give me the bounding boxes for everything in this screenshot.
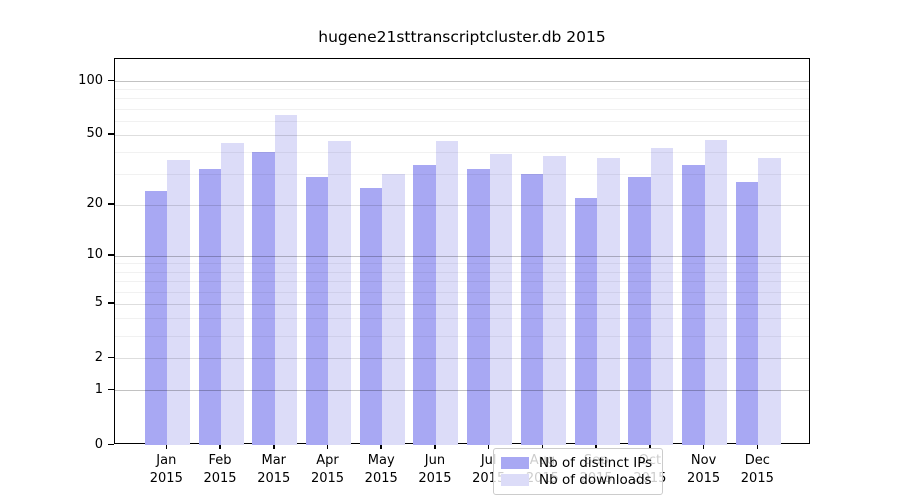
bar-jul-downloads: [489, 154, 513, 445]
y-tick-5: [108, 302, 114, 304]
y-tick-label-1: 1: [94, 381, 103, 397]
gridline-50: [115, 134, 809, 136]
x-tick-label-feb: Feb 2015: [203, 453, 237, 486]
x-tick-dec: [756, 444, 759, 449]
gridline-80: [115, 98, 809, 100]
bar-oct-downloads: [650, 148, 674, 445]
bar-apr-distinct-ips: [305, 176, 329, 445]
x-tick-oct: [649, 444, 651, 449]
y-tick-label-2: 2: [94, 349, 103, 365]
x-tick-sep: [595, 444, 597, 449]
gridline-2: [115, 358, 809, 360]
bar-sep-distinct-ips: [574, 197, 598, 445]
bar-jun-downloads: [435, 141, 459, 445]
y-tick-label-0: 0: [94, 436, 103, 452]
gridline-40: [115, 152, 809, 154]
gridline-8: [115, 271, 809, 273]
gridline-1: [115, 390, 809, 392]
x-tick-label-nov: Nov 2015: [687, 453, 721, 486]
gridline-60: [115, 120, 809, 122]
bar-nov-distinct-ips: [682, 164, 705, 445]
gridline-6: [115, 291, 809, 293]
x-tick-jul: [487, 444, 490, 449]
y-tick-20: [108, 203, 114, 205]
bar-feb-distinct-ips: [198, 169, 222, 445]
y-tick-label-100: 100: [78, 72, 103, 88]
legend-label-distinct-ips: Nb of distinct IPs: [539, 454, 653, 471]
gridline-10: [115, 255, 809, 257]
gridline-9: [115, 263, 809, 265]
x-tick-jan: [165, 444, 168, 449]
x-tick-mar: [273, 444, 275, 449]
legend-item-downloads: Nb of downloads: [501, 471, 652, 488]
gridline-5: [115, 303, 809, 305]
gridline-20: [115, 204, 809, 206]
bar-jan-distinct-ips: [144, 191, 168, 445]
gridline-7: [115, 280, 809, 282]
gridline-100: [115, 81, 809, 82]
bar-aug-downloads: [543, 156, 566, 445]
y-tick-1: [108, 388, 114, 391]
x-tick-label-jan: Jan 2015: [149, 453, 183, 486]
bar-may-distinct-ips: [359, 188, 383, 445]
legend-swatch-distinct-ips: [501, 456, 529, 469]
bar-oct-distinct-ips: [628, 176, 651, 445]
bar-jun-distinct-ips: [413, 164, 436, 445]
bar-jul-distinct-ips: [467, 169, 490, 445]
bar-feb-downloads: [221, 143, 244, 445]
x-tick-may: [380, 444, 382, 449]
y-tick-label-5: 5: [94, 295, 103, 311]
gridline-90: [115, 89, 809, 91]
x-tick-jun: [434, 444, 436, 449]
y-tick-2: [108, 356, 114, 359]
x-tick-label-jun: Jun 2015: [418, 453, 452, 486]
bar-apr-downloads: [328, 141, 351, 445]
x-tick-apr: [326, 444, 329, 449]
y-tick-10: [108, 254, 114, 256]
x-tick-aug: [541, 444, 544, 449]
bar-aug-distinct-ips: [520, 174, 544, 445]
y-tick-100: [108, 79, 114, 81]
bar-dec-downloads: [758, 158, 781, 445]
x-tick-nov: [702, 444, 705, 449]
x-tick-label-mar: Mar 2015: [257, 453, 291, 486]
bar-dec-distinct-ips: [735, 182, 759, 445]
gridline-30: [115, 174, 809, 176]
bar-jan-downloads: [167, 160, 190, 445]
bar-mar-downloads: [274, 114, 298, 445]
bar-nov-downloads: [704, 139, 728, 445]
bar-mar-distinct-ips: [252, 152, 275, 445]
legend-label-downloads: Nb of downloads: [539, 471, 652, 488]
gridline-3: [115, 335, 809, 337]
y-tick-label-50: 50: [86, 126, 103, 142]
legend-swatch-downloads: [501, 473, 529, 486]
x-tick-feb: [219, 444, 221, 449]
y-tick-label-10: 10: [86, 247, 103, 263]
legend: Nb of distinct IPs Nb of downloads: [493, 448, 664, 495]
x-tick-label-dec: Dec 2015: [740, 453, 774, 486]
x-tick-label-may: May 2015: [364, 453, 398, 486]
y-tick-label-20: 20: [86, 196, 103, 212]
legend-item-distinct-ips: Nb of distinct IPs: [501, 454, 652, 471]
gridline-70: [115, 108, 809, 110]
gridline-4: [115, 318, 809, 320]
plot-area: Nb of distinct IPs Nb of downloads: [114, 58, 810, 495]
bar-sep-downloads: [597, 158, 620, 445]
bar-may-downloads: [382, 174, 405, 445]
chart-title: hugene21sttranscriptcluster.db 2015: [318, 28, 606, 46]
x-tick-label-apr: Apr 2015: [310, 453, 345, 486]
y-tick-0: [108, 443, 114, 445]
y-tick-50: [108, 133, 114, 135]
